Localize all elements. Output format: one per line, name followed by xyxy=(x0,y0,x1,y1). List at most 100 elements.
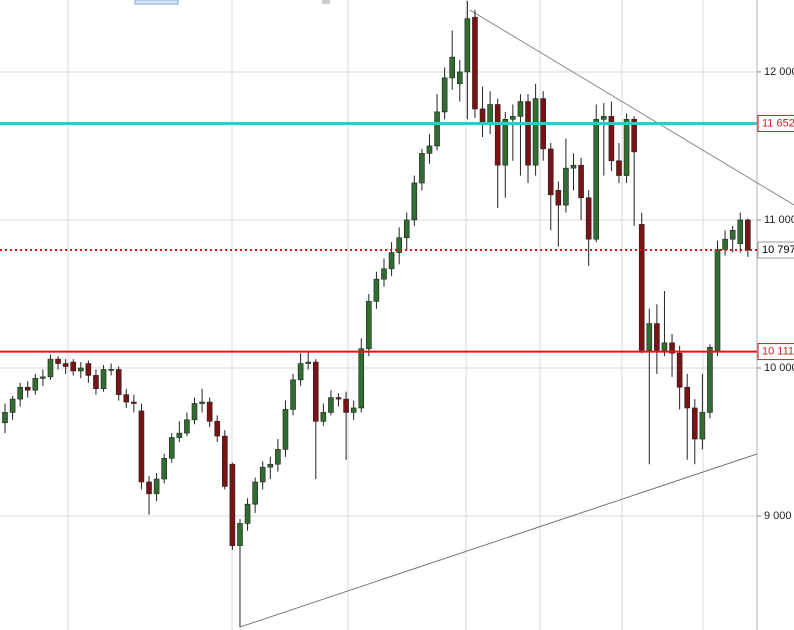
candle-body xyxy=(441,77,448,113)
candle-body xyxy=(676,352,683,388)
candle-body xyxy=(184,419,190,434)
candle-body xyxy=(601,116,607,120)
candle-body xyxy=(17,386,23,400)
candle-body xyxy=(78,367,84,372)
candle-body xyxy=(494,104,501,166)
candle-body xyxy=(305,361,312,364)
candle-body xyxy=(9,398,16,413)
candle-body xyxy=(517,101,524,117)
candle-body xyxy=(312,361,319,422)
candle-body xyxy=(714,249,721,351)
candle-body xyxy=(434,111,440,147)
candle-body xyxy=(464,18,471,73)
candle-body xyxy=(487,104,493,125)
candle-body xyxy=(366,301,372,350)
candle-body xyxy=(131,401,137,404)
candle-body xyxy=(722,238,728,250)
candle-body xyxy=(176,432,183,438)
level-label: 10 797 xyxy=(762,244,794,256)
candle-body xyxy=(47,358,54,378)
candle-body xyxy=(729,230,736,240)
candle-body xyxy=(631,119,637,153)
candle-body xyxy=(381,268,387,280)
candle-body xyxy=(396,237,402,253)
candle-body xyxy=(214,420,221,437)
candle-body xyxy=(350,407,357,413)
candle-body xyxy=(297,363,304,381)
candle-body xyxy=(146,481,152,495)
candle-body xyxy=(244,503,251,524)
candle-body xyxy=(707,346,713,413)
candle-body xyxy=(168,437,175,459)
candle-body xyxy=(70,361,77,372)
candle-body xyxy=(199,401,205,404)
candle-body xyxy=(745,219,751,251)
candle-body xyxy=(32,378,39,391)
candle-body xyxy=(320,412,327,422)
candle-body xyxy=(623,119,630,176)
candle-body xyxy=(411,182,418,221)
candle-body xyxy=(510,116,516,120)
candle-body xyxy=(108,369,114,371)
candle-body xyxy=(55,358,61,364)
candle-body xyxy=(456,71,463,85)
candle-body xyxy=(222,435,228,487)
candle-body xyxy=(502,119,509,166)
level-label: 10 111 xyxy=(762,345,794,357)
candle-body xyxy=(737,219,744,244)
candle-body xyxy=(252,481,258,505)
candle-body xyxy=(578,164,584,199)
level-label-box xyxy=(757,343,794,361)
candle-body xyxy=(388,252,395,270)
candle-body xyxy=(267,463,274,468)
y-tick-label: 10 000 xyxy=(764,362,794,374)
candle-body xyxy=(40,376,46,379)
candle-body xyxy=(563,167,569,206)
candle-body xyxy=(237,523,243,546)
candle-body xyxy=(123,394,130,403)
candle-body xyxy=(699,412,706,440)
candle-body xyxy=(62,363,69,367)
candle-body xyxy=(419,153,425,184)
candle-body xyxy=(2,412,8,424)
candle-body xyxy=(638,224,645,351)
candle-body xyxy=(608,116,615,162)
candle-body xyxy=(275,449,281,465)
time-grid xyxy=(67,0,704,630)
trendline xyxy=(469,9,794,206)
candle-body xyxy=(593,119,600,240)
candle-body xyxy=(93,375,99,390)
candle-body xyxy=(206,401,213,422)
candle-body xyxy=(570,164,577,169)
candle-body xyxy=(532,98,539,166)
candle-body xyxy=(161,457,167,480)
candle-body xyxy=(616,160,622,176)
candle-body xyxy=(479,108,486,125)
toolbar-handle[interactable] xyxy=(322,0,330,4)
candle-body xyxy=(138,410,145,483)
candle-body xyxy=(403,219,410,239)
candle-body xyxy=(328,397,334,413)
candle-body xyxy=(684,386,691,409)
candle-body xyxy=(229,463,236,546)
candle-body xyxy=(282,409,289,450)
y-tick-label: 9 000 xyxy=(764,510,792,522)
candle-body xyxy=(654,323,660,351)
candle-body xyxy=(555,190,562,206)
candle-body xyxy=(290,379,296,410)
candle-body xyxy=(115,369,122,395)
candle-body xyxy=(661,342,668,351)
candle-body xyxy=(585,197,592,240)
toolbar-tab[interactable] xyxy=(134,0,179,5)
candle-body xyxy=(153,478,160,495)
level-label-box xyxy=(757,114,794,132)
candle-body xyxy=(426,145,433,154)
level-label-box xyxy=(757,241,794,259)
candle-body xyxy=(525,101,531,166)
candle-body xyxy=(472,16,478,110)
candle-body xyxy=(358,348,365,409)
y-tick-label: 11 000 xyxy=(764,214,794,226)
candle-body xyxy=(191,403,198,421)
